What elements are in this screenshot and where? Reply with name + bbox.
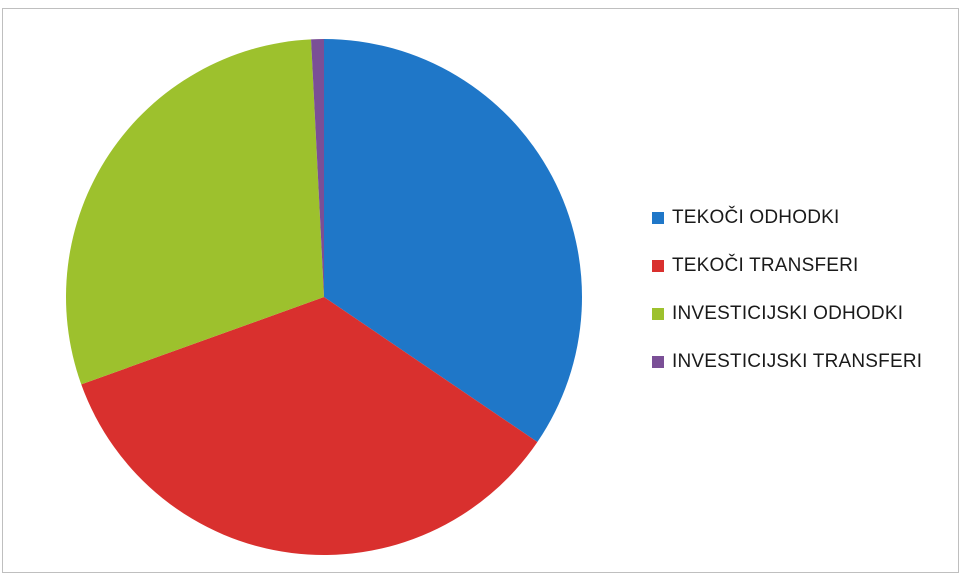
legend-swatch	[652, 260, 664, 272]
legend-item-tekoci-odhodki: TEKOČI ODHODKI	[652, 207, 922, 228]
pie-slice-investicijski-transferi	[311, 39, 324, 297]
legend-item-tekoci-transferi: TEKOČI TRANSFERI	[652, 255, 922, 276]
legend-swatch	[652, 212, 664, 224]
pie-slice-tekoci-transferi	[81, 297, 538, 556]
legend-item-investicijski-transferi: INVESTICIJSKI TRANSFERI	[652, 351, 923, 372]
legend-label: TEKOČI ODHODKI	[672, 207, 840, 228]
legend-swatch	[652, 308, 664, 320]
legend-item-investicijski-odhodki: INVESTICIJSKI ODHODKI	[652, 303, 922, 324]
legend: TEKOČI ODHODKI TEKOČI TRANSFERI INVESTIC…	[652, 207, 923, 372]
legend-label: TEKOČI TRANSFERI	[672, 255, 859, 276]
pie-slice-investicijski-odhodki	[66, 39, 325, 385]
legend-label: INVESTICIJSKI TRANSFERI	[672, 351, 923, 372]
pie-slice-tekoci-odhodki	[324, 39, 582, 443]
pie-slices	[66, 39, 582, 556]
legend-label: INVESTICIJSKI ODHODKI	[672, 303, 904, 324]
legend-swatch	[652, 356, 664, 368]
